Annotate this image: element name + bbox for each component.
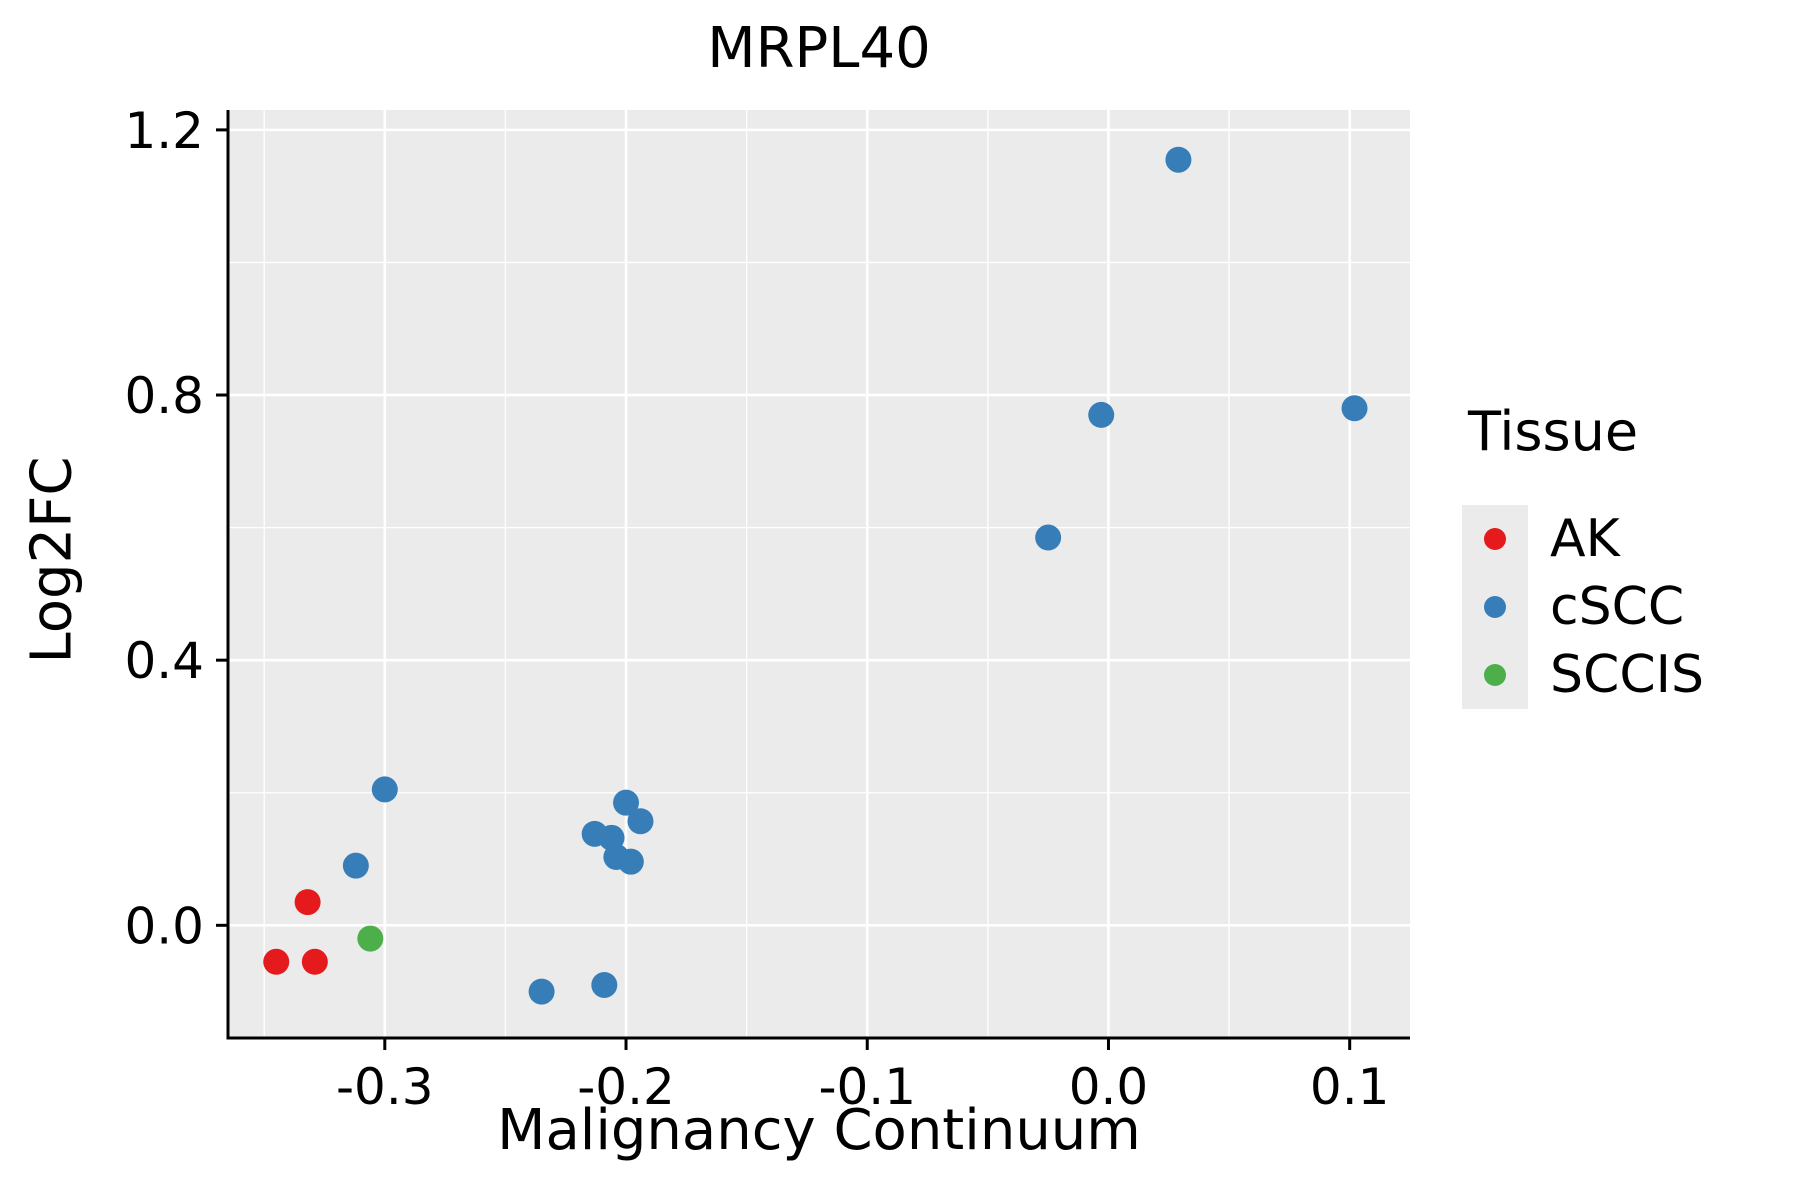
- svg-text:-0.3: -0.3: [336, 1058, 434, 1116]
- plot-panel: [228, 110, 1410, 1038]
- data-points: [263, 146, 1368, 1005]
- svg-text:0.0: 0.0: [1069, 1058, 1149, 1116]
- chart-title: MRPL40: [707, 16, 931, 81]
- legend-key-ak: [1462, 505, 1528, 573]
- legend-key-cscc: [1462, 573, 1528, 641]
- point: [371, 776, 398, 803]
- point: [591, 971, 618, 998]
- legend: Tissue AK cSCC SCCIS: [1462, 400, 1704, 709]
- series-ak: [263, 889, 328, 975]
- legend-dot-ak: [1484, 528, 1506, 550]
- svg-text:0.4: 0.4: [124, 632, 204, 690]
- legend-item-sccis: SCCIS: [1462, 641, 1704, 709]
- legend-item-cscc: cSCC: [1462, 573, 1704, 641]
- point: [528, 978, 555, 1005]
- svg-text:0.8: 0.8: [124, 367, 204, 425]
- point: [301, 948, 328, 975]
- legend-title: Tissue: [1468, 400, 1639, 463]
- legend-label-ak: AK: [1550, 509, 1620, 569]
- point: [294, 889, 321, 916]
- y-tick-labels: 0.0 0.4 0.8 1.2: [124, 102, 204, 955]
- legend-label-sccis: SCCIS: [1550, 645, 1704, 705]
- y-axis-title: Log2FC: [19, 456, 85, 664]
- point: [627, 808, 654, 835]
- svg-text:0.0: 0.0: [124, 897, 204, 955]
- x-tick-labels: -0.3 -0.2 -0.1 0.0 0.1: [336, 1058, 1389, 1116]
- legend-key-sccis: [1462, 641, 1528, 709]
- series-cscc: [342, 146, 1368, 1005]
- point: [1088, 401, 1115, 428]
- x-axis-title: Malignancy Continuum: [497, 1098, 1141, 1163]
- point: [342, 852, 369, 879]
- minor-gridlines: [228, 110, 1410, 1038]
- svg-text:-0.2: -0.2: [577, 1058, 675, 1116]
- legend-item-ak: AK: [1462, 505, 1704, 573]
- point: [1035, 524, 1062, 551]
- point: [357, 925, 384, 952]
- legend-label-cscc: cSCC: [1550, 577, 1685, 637]
- point: [613, 789, 640, 816]
- legend-items: AK cSCC SCCIS: [1462, 505, 1704, 709]
- point: [1165, 146, 1192, 173]
- point: [1341, 395, 1368, 422]
- tick-marks: [216, 128, 1352, 1050]
- major-gridlines: [228, 110, 1410, 1038]
- point: [263, 948, 290, 975]
- series-sccis: [357, 925, 384, 952]
- svg-text:1.2: 1.2: [124, 102, 204, 160]
- legend-dot-sccis: [1484, 664, 1506, 686]
- svg-text:-0.1: -0.1: [818, 1058, 916, 1116]
- legend-dot-cscc: [1484, 596, 1506, 618]
- point: [617, 848, 644, 875]
- axis-lines: [226, 110, 1410, 1040]
- svg-text:0.1: 0.1: [1310, 1058, 1390, 1116]
